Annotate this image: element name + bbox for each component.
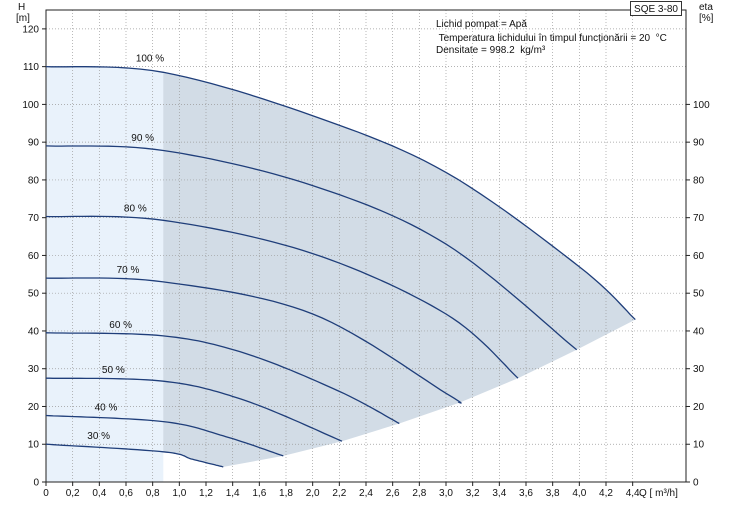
- x-tick-label: 0,8: [146, 488, 160, 499]
- y2-tick-label: 10: [693, 440, 705, 451]
- y-tick-label: 20: [28, 402, 40, 413]
- y2-tick-label: 70: [693, 213, 705, 224]
- y2-tick-label: 40: [693, 326, 705, 337]
- y-tick-label: 120: [22, 24, 39, 35]
- left-axis-unit: [m]: [16, 13, 30, 24]
- y2-tick-label: 60: [693, 251, 705, 262]
- left-axis-name: H: [18, 2, 26, 13]
- y-tick-label: 40: [28, 326, 40, 337]
- x-tick-label: 1,2: [199, 488, 213, 499]
- y-tick-label: 100: [22, 100, 39, 111]
- operating-region: [46, 66, 636, 467]
- x-tick-label: 4,4: [626, 488, 640, 499]
- fluid-info: Lichid pompat = Apă: [436, 19, 527, 30]
- x-tick-label: 4,2: [599, 488, 613, 499]
- model-label: SQE 3-80: [630, 1, 682, 16]
- y-tick-label: 80: [28, 175, 40, 186]
- right-axis-unit: [%]: [699, 13, 714, 24]
- speed-curve-label: 40 %: [95, 403, 118, 414]
- x-tick-label: 3,2: [466, 488, 480, 499]
- y-tick-label: 70: [28, 213, 40, 224]
- speed-curve-label: 60 %: [109, 320, 132, 331]
- y-tick-label: 10: [28, 440, 40, 451]
- y2-tick-label: 30: [693, 364, 705, 375]
- x-tick-label: 0,6: [119, 488, 133, 499]
- speed-curve: [45, 443, 224, 468]
- x-tick-label: 3,4: [492, 488, 506, 499]
- right-axis-name: eta: [699, 2, 713, 13]
- speed-curve-label: 80 %: [124, 204, 147, 215]
- speed-curve-label: 50 %: [102, 365, 125, 376]
- y2-tick-label: 0: [693, 478, 699, 489]
- x-tick-label: 2,8: [412, 488, 426, 499]
- x-tick-label: 2,6: [386, 488, 400, 499]
- speed-curve: [45, 332, 400, 425]
- speed-curve-label: 100 %: [136, 54, 164, 65]
- speed-curve-label: 90 %: [131, 133, 154, 144]
- x-tick-label: 1,4: [226, 488, 240, 499]
- density-info: Densitate = 998.2 kg/m³: [436, 45, 546, 56]
- y2-tick-label: 90: [693, 138, 705, 149]
- speed-curve: [45, 145, 578, 351]
- y-tick-label: 60: [28, 251, 40, 262]
- x-tick-label: 4,0: [572, 488, 586, 499]
- y-tick-label: 0: [33, 478, 39, 489]
- x-tick-label: 2,4: [359, 488, 373, 499]
- y-tick-label: 30: [28, 364, 40, 375]
- x-tick-label: 0: [43, 488, 49, 499]
- x-tick-label: 1,8: [279, 488, 293, 499]
- x-tick-label: 0,4: [92, 488, 106, 499]
- x-tick-label: 1,0: [172, 488, 186, 499]
- x-axis-label: Q [ m³/h]: [639, 488, 678, 499]
- speed-curve-label: 70 %: [117, 265, 140, 276]
- speed-curve: [46, 377, 343, 442]
- x-tick-label: 2,2: [332, 488, 346, 499]
- temperature-info: Temperatura lichidului în timpul funcțio…: [436, 33, 667, 44]
- speed-curve: [45, 65, 636, 321]
- y-tick-label: 50: [28, 289, 40, 300]
- x-tick-label: 0,2: [66, 488, 80, 499]
- y2-tick-label: 50: [693, 289, 705, 300]
- speed-curve: [45, 215, 519, 379]
- speed-curve: [45, 277, 462, 404]
- x-tick-label: 2,0: [306, 488, 320, 499]
- y2-tick-label: 20: [693, 402, 705, 413]
- y2-tick-label: 100: [693, 100, 710, 111]
- y2-tick-label: 80: [693, 175, 705, 186]
- x-tick-label: 1,6: [252, 488, 266, 499]
- x-tick-label: 3,0: [439, 488, 453, 499]
- speed-curve-label: 30 %: [87, 431, 110, 442]
- x-tick-label: 3,8: [546, 488, 560, 499]
- speed-curve: [45, 414, 284, 457]
- y-tick-label: 110: [23, 62, 39, 73]
- x-tick-label: 3,6: [519, 488, 533, 499]
- y-tick-label: 90: [28, 138, 40, 149]
